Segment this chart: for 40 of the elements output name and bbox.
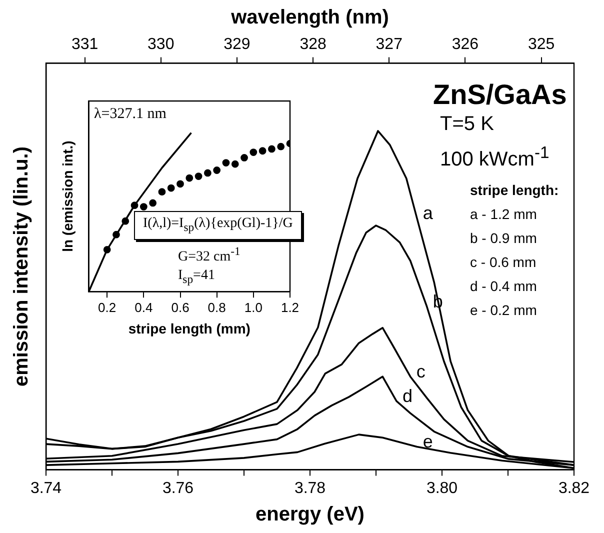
x-axis-title: energy (eV) <box>256 504 364 526</box>
series-label: a <box>422 203 434 224</box>
x2-axis-title: wavelength (nm) <box>230 6 389 29</box>
x-tick-label: 3.76 <box>162 480 194 497</box>
text: λ=327.1 nm <box>94 106 166 122</box>
x2-tick-label: 326 <box>452 36 479 54</box>
x2-tick-label: 330 <box>148 36 174 54</box>
annotation: d - 0.4 mm <box>470 278 537 294</box>
annotation: I(λ,l)=I$_{sp}$(λ){exp(Gl)-1}/G <box>134 211 302 240</box>
text: ZnS/GaAs <box>433 79 567 111</box>
y-axis-title: emission intensity (lin.u.) <box>10 146 33 387</box>
annotation: stripe length: <box>470 182 559 198</box>
x2-tick-label: 325 <box>528 36 555 54</box>
x-tick-label: 1.0 <box>244 300 262 315</box>
x2-tick-label: 327 <box>376 36 403 54</box>
annotation: e - 0.2 mm <box>470 302 537 318</box>
annotation: T=5 K <box>440 113 494 135</box>
annotation: b - 0.9 mm <box>470 230 537 246</box>
series-label: c <box>416 362 426 382</box>
x-tick-label: 1.2 <box>280 300 300 315</box>
x-tick-label: 0.6 <box>171 300 190 315</box>
series-label: d <box>402 386 412 406</box>
x-tick-label: 0.8 <box>208 300 226 315</box>
x-tick-label: 0.4 <box>134 300 153 315</box>
x-tick-label: 3.80 <box>426 480 458 497</box>
x-tick-label: 3.74 <box>30 480 62 497</box>
x-axis-title: stripe length (mm) <box>128 320 250 336</box>
x2-tick-label: 329 <box>224 36 250 54</box>
x-tick-label: 0.2 <box>98 300 116 315</box>
annotation: c - 0.6 mm <box>470 254 536 270</box>
x2-tick-label: 331 <box>71 36 98 54</box>
x2-tick-label: 328 <box>300 36 326 54</box>
y-axis-title: ln (emission int.) <box>59 140 76 252</box>
annotation: G=32 cm$^{-1}$ <box>178 245 240 266</box>
series-label: e <box>422 432 433 452</box>
annotation: 100 kWcm$^{-1}$ <box>440 143 550 171</box>
x-tick-label: 3.82 <box>558 480 590 497</box>
x-tick-label: 3.78 <box>294 480 326 497</box>
annotation: I$_{sp}$=41 <box>178 268 215 287</box>
annotation: a - 1.2 mm <box>470 206 537 222</box>
